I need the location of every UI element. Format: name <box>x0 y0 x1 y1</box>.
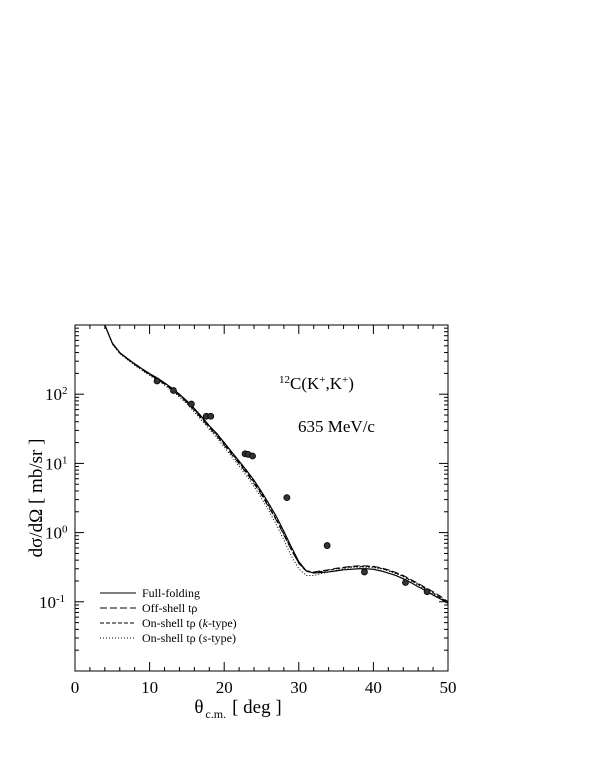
data-point <box>153 377 161 385</box>
legend-label: On-shell tρ (s-type) <box>142 631 236 645</box>
legend-label: On-shell tρ (k-type) <box>142 616 237 630</box>
x-tick-label: 20 <box>216 678 233 697</box>
y-tick-label: 10-1 <box>39 593 65 612</box>
data-point <box>423 588 431 596</box>
data-point <box>283 494 291 502</box>
x-tick-label: 30 <box>290 678 307 697</box>
data-point <box>207 412 215 420</box>
curves-layer <box>104 325 448 604</box>
x-axis-label: θ c.m.[ deg ] <box>194 697 281 721</box>
data-point <box>170 387 177 394</box>
data-point <box>249 452 256 460</box>
axis-ticks-layer: 0 10 20 30 40 50 10-1 100 101 102 <box>39 325 457 697</box>
data-points-layer <box>153 377 431 596</box>
legend-label: Full-folding <box>142 586 200 600</box>
legend-label: Off-shell tρ <box>142 601 197 615</box>
momentum-label: 635 MeV/c <box>298 417 375 436</box>
series-line-dotted <box>104 325 448 604</box>
x-tick-label: 40 <box>365 678 382 697</box>
x-tick-label: 50 <box>440 678 457 697</box>
data-point <box>323 542 331 549</box>
plot-frame <box>74 324 449 672</box>
y-tick-label: 102 <box>45 385 68 404</box>
data-point <box>402 579 409 586</box>
series-line-solid <box>104 325 448 604</box>
x-tick-label: 0 <box>71 678 80 697</box>
y-axis-label: dσ/dΩ [ mb/sr ] <box>26 439 47 558</box>
y-tick-label: 100 <box>45 524 68 543</box>
y-tick-label: 101 <box>45 454 68 473</box>
x-tick-label: 10 <box>141 678 158 697</box>
data-point <box>361 568 368 576</box>
series-line-short-dashed <box>104 325 448 603</box>
series-line-dashed <box>104 325 448 603</box>
data-point <box>187 400 195 408</box>
reaction-label: 12C(K+,K+) <box>279 374 354 393</box>
